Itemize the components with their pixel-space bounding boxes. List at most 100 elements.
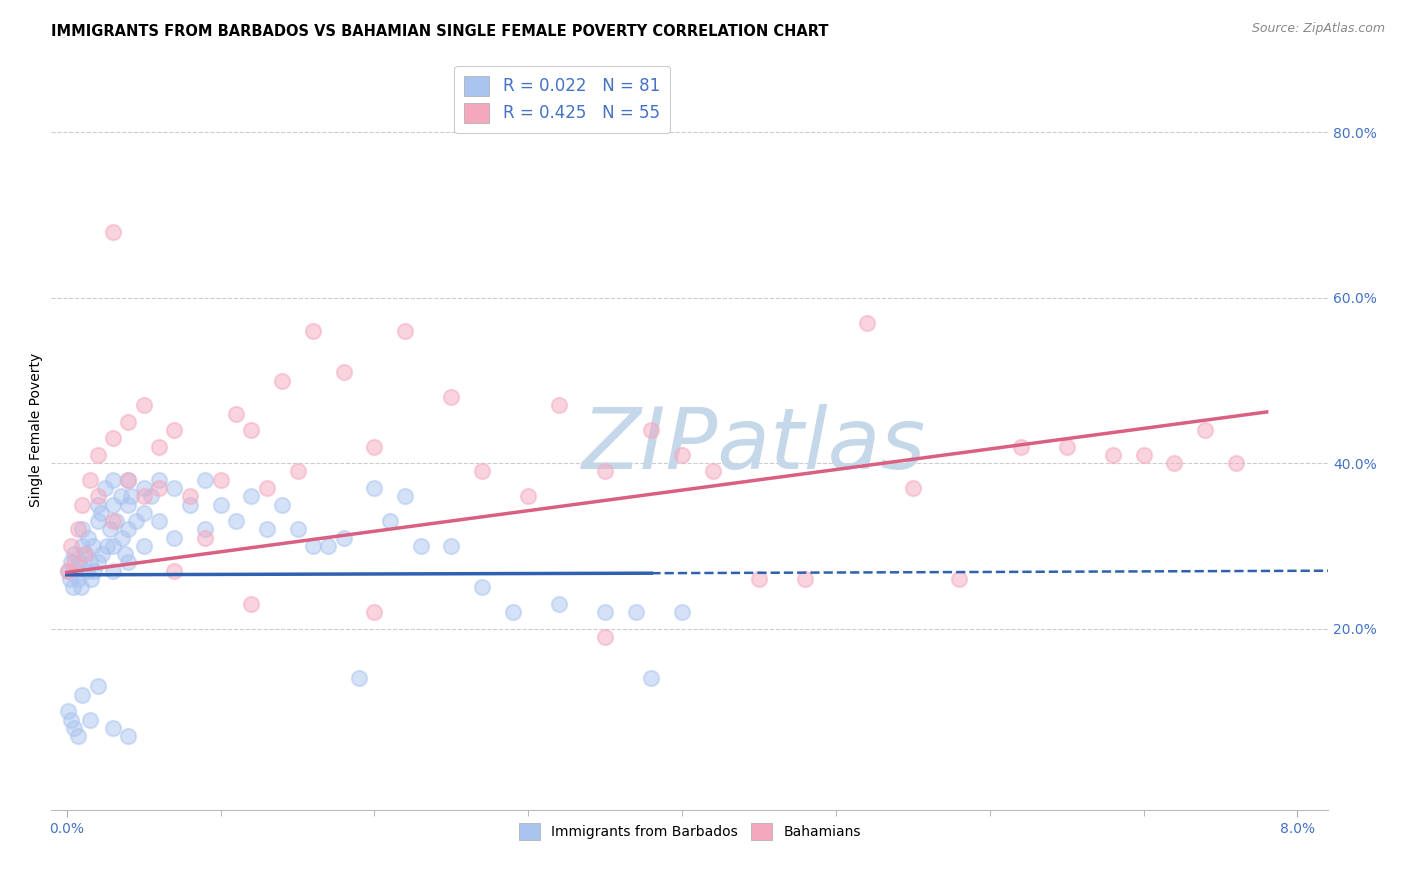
Point — [593, 465, 616, 479]
Text: IMMIGRANTS FROM BARBADOS VS BAHAMIAN SINGLE FEMALE POVERTY CORRELATION CHART: IMMIGRANTS FROM BARBADOS VS BAHAMIAN SIN… — [52, 24, 830, 39]
Point — [271, 374, 294, 388]
Point — [125, 514, 148, 528]
Point — [58, 704, 80, 718]
Point — [225, 407, 247, 421]
Point — [62, 580, 84, 594]
Point — [240, 597, 263, 611]
Y-axis label: Single Female Poverty: Single Female Poverty — [30, 353, 44, 508]
Point — [101, 498, 124, 512]
Point — [117, 556, 139, 570]
Point — [132, 506, 155, 520]
Point — [70, 688, 93, 702]
Point — [855, 316, 877, 330]
Point — [132, 489, 155, 503]
Point — [80, 572, 103, 586]
Point — [60, 713, 83, 727]
Point — [1194, 423, 1216, 437]
Point — [502, 605, 524, 619]
Point — [209, 498, 232, 512]
Point — [101, 539, 124, 553]
Point — [794, 572, 817, 586]
Point — [117, 522, 139, 536]
Point — [86, 498, 108, 512]
Point — [148, 473, 170, 487]
Point — [101, 473, 124, 487]
Point — [240, 489, 263, 503]
Point — [86, 489, 108, 503]
Point — [111, 531, 134, 545]
Point — [91, 547, 114, 561]
Point — [624, 605, 647, 619]
Point — [117, 473, 139, 487]
Point — [86, 680, 108, 694]
Point — [79, 473, 101, 487]
Point — [86, 556, 108, 570]
Point — [70, 539, 93, 553]
Point — [148, 514, 170, 528]
Point — [60, 556, 83, 570]
Point — [90, 506, 112, 520]
Point — [132, 398, 155, 412]
Point — [105, 514, 128, 528]
Point — [117, 498, 139, 512]
Point — [179, 489, 201, 503]
Text: ZIPatlas: ZIPatlas — [582, 404, 925, 487]
Point — [117, 729, 139, 743]
Point — [1163, 456, 1185, 470]
Point — [94, 481, 117, 495]
Point — [117, 473, 139, 487]
Point — [363, 481, 385, 495]
Point — [1056, 440, 1078, 454]
Point — [302, 539, 325, 553]
Legend: Immigrants from Barbados, Bahamians: Immigrants from Barbados, Bahamians — [513, 817, 866, 846]
Point — [59, 572, 82, 586]
Point — [86, 514, 108, 528]
Point — [114, 547, 136, 561]
Point — [148, 481, 170, 495]
Point — [148, 440, 170, 454]
Point — [77, 531, 100, 545]
Point — [316, 539, 339, 553]
Point — [363, 440, 385, 454]
Point — [671, 605, 693, 619]
Point — [640, 423, 662, 437]
Point — [98, 522, 121, 536]
Point — [593, 605, 616, 619]
Point — [471, 580, 494, 594]
Point — [378, 514, 401, 528]
Point — [101, 431, 124, 445]
Point — [101, 721, 124, 735]
Point — [194, 522, 217, 536]
Point — [194, 531, 217, 545]
Point — [256, 481, 278, 495]
Point — [132, 481, 155, 495]
Point — [101, 514, 124, 528]
Point — [75, 547, 97, 561]
Point — [117, 415, 139, 429]
Point — [440, 539, 463, 553]
Point — [132, 539, 155, 553]
Point — [593, 630, 616, 644]
Point — [60, 539, 83, 553]
Point — [163, 564, 186, 578]
Point — [394, 489, 416, 503]
Point — [179, 498, 201, 512]
Point — [302, 324, 325, 338]
Point — [163, 481, 186, 495]
Point — [58, 564, 80, 578]
Point — [287, 465, 309, 479]
Point — [120, 489, 142, 503]
Point — [271, 498, 294, 512]
Point — [1101, 448, 1123, 462]
Point — [82, 539, 104, 553]
Point — [240, 423, 263, 437]
Point — [640, 671, 662, 685]
Point — [363, 605, 385, 619]
Point — [517, 489, 540, 503]
Point — [79, 713, 101, 727]
Point — [63, 556, 86, 570]
Point — [440, 390, 463, 404]
Point — [394, 324, 416, 338]
Point — [209, 473, 232, 487]
Point — [79, 556, 101, 570]
